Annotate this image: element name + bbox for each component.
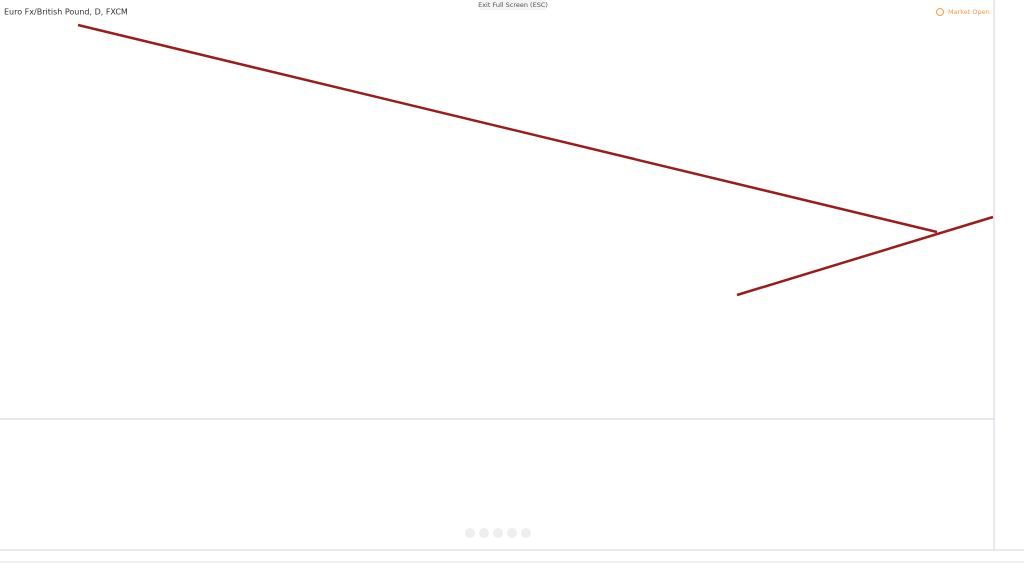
symbol-title: Euro Fx/British Pound, D, FXCM: [4, 8, 128, 17]
zoom-out[interactable]: [465, 528, 475, 538]
exit-button[interactable]: [480, 0, 546, 10]
nav-buttons: [465, 528, 531, 538]
market-icon: [936, 8, 944, 16]
exit-full-screen[interactable]: Exit Full Screen (ESC): [478, 1, 548, 9]
reset[interactable]: [493, 528, 503, 538]
market-status: Market Open: [948, 8, 990, 16]
scroll-left[interactable]: [507, 528, 517, 538]
scroll-right[interactable]: [521, 528, 531, 538]
trend-line: [736, 215, 994, 297]
trend-line: [77, 23, 938, 234]
zoom-in[interactable]: [479, 528, 489, 538]
